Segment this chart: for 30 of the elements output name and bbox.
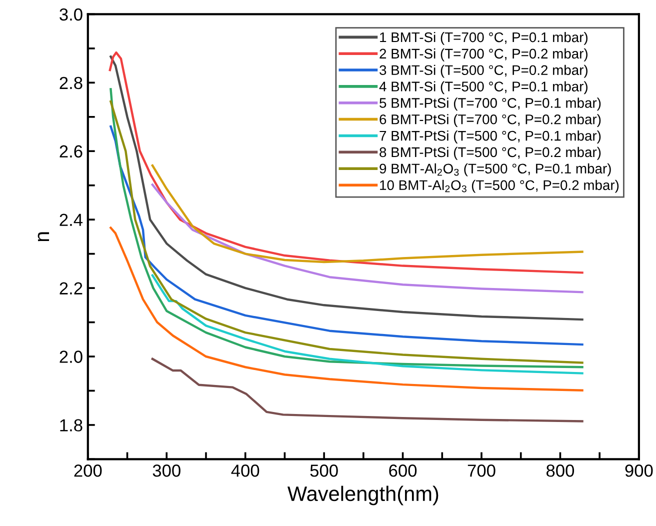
legend-label: 4 BMT-Si (T=500 °C, P=0.1 mbar): [379, 81, 588, 94]
y-tick-label: 2.6: [60, 145, 82, 158]
legend-label: 9 BMT-Al$_{2}$O$_{3}$ (T=500 °C, P=0.1 mbar): [380, 163, 611, 176]
legend-label: 10 BMT-Al$_{2}$O$_{3}$ (T=500 °C, P=0.2 mbar): [380, 180, 619, 193]
legend-label: 1 BMT-Si (T=700 °C, P=0.1 mbar): [380, 32, 588, 45]
legend-label: 7 BMT-PtSi (T=500 °C, P=0.1 mbar): [380, 130, 601, 144]
y-tick-label: 2.4: [60, 214, 83, 226]
x-tick-label: 400: [231, 464, 260, 477]
y-tick-label: 3.0: [60, 8, 82, 21]
y-axis-title: n: [38, 232, 50, 242]
legend-label: 3 BMT-Si (T=500 °C, P=0.2 mbar): [380, 64, 588, 78]
x-axis-title: Wavelength(nm): [287, 486, 438, 506]
line-series: [110, 226, 584, 392]
line-series: [151, 274, 584, 374]
x-tick-label: 500: [310, 464, 338, 477]
line-series: [151, 358, 584, 422]
y-tick-label: 2.2: [60, 282, 82, 294]
legend-label: 2 BMT-Si (T=700 °C, P=0.2 mbar): [380, 48, 588, 62]
x-tick-label: 700: [468, 464, 496, 477]
y-tick-label: 2.8: [60, 76, 82, 90]
legend-label: 8 BMT-PtSi (T=500 °C, P=0.2 mbar): [380, 146, 601, 160]
y-tick-label: 2.0: [60, 350, 82, 363]
x-tick-label: 200: [74, 464, 102, 477]
legend-label: 6 BMT-PtSi (T=700 °C, P=0.2 mbar): [380, 114, 601, 128]
legend-label: 5 BMT-PtSi (T=700 °C, P=0.1 mbar): [380, 98, 601, 111]
x-tick-label: 800: [546, 464, 574, 477]
x-tick-label: 300: [152, 464, 180, 477]
y-tick-label: 1.8: [60, 419, 82, 432]
x-tick-label: 900: [625, 464, 653, 477]
x-tick-label: 600: [389, 464, 417, 477]
